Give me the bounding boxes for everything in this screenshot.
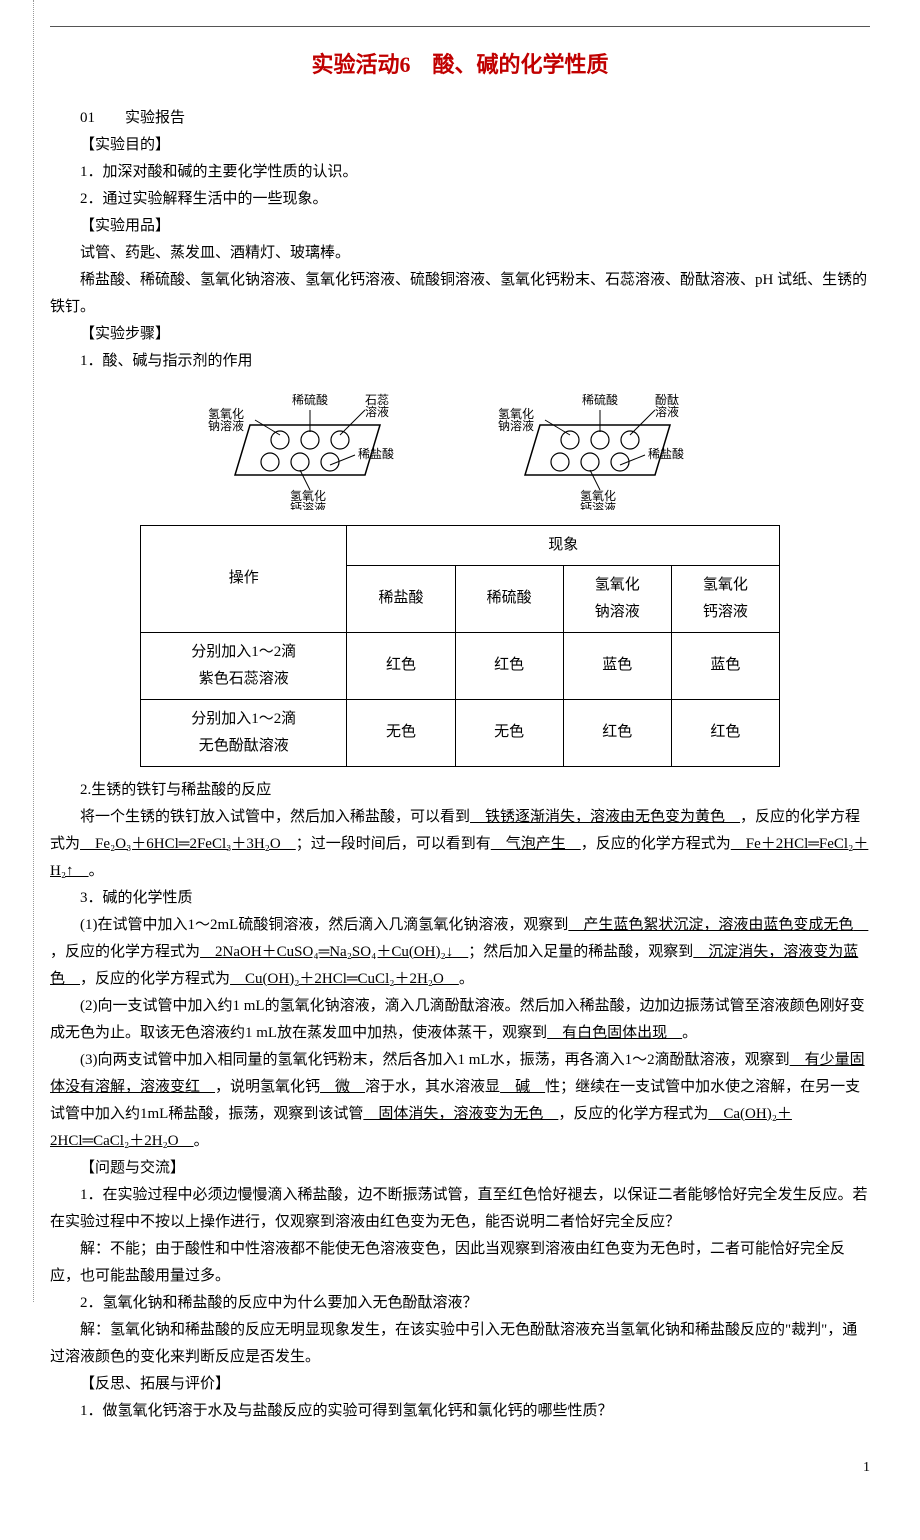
table-row: 分别加入1～2滴无色酚酞溶液 无色 无色 红色 红色 (141, 699, 780, 766)
step-3-title: 3．碱的化学性质 (50, 885, 870, 912)
supplies-line-2: 稀盐酸、稀硫酸、氢氧化钠溶液、氢氧化钙溶液、硫酸铜溶液、氢氧化钙粉末、石蕊溶液、… (50, 267, 870, 321)
s31-t4: ，反应的化学方程式为 (80, 971, 230, 987)
label-naoh-right: 氢氧化钠溶液 (498, 406, 534, 433)
cell-0-2: 红色 (455, 632, 563, 699)
s31-t1: (1)在试管中加入1～2mL硫酸铜溶液，然后滴入几滴氢氧化钠溶液，观察到 (80, 917, 568, 933)
page-number: 1 (50, 1455, 870, 1480)
label-caoh-right: 氢氧化钙溶液 (580, 488, 616, 510)
s2-u3: 气泡产生 (491, 836, 581, 852)
th-operation: 操作 (141, 525, 347, 632)
question-1: 1．在实验过程中必须边慢慢滴入稀盐酸，边不断振荡试管，直至红色恰好褪去，以保证二… (50, 1182, 870, 1236)
s32-t2: 。 (682, 1025, 697, 1041)
cell-1-1: 无色 (347, 699, 455, 766)
s31-u4: Cu(OH)₂＋2HCl═CuCl₂＋2H₂O (230, 971, 459, 987)
s32-t1: (2)向一支试管中加入约1 mL的氢氧化钠溶液，滴入几滴酚酞溶液。然后加入稀盐酸… (50, 998, 865, 1041)
reflect-title: 【反思、拓展与评价】 (50, 1371, 870, 1398)
report-header: 01 实验报告 (50, 105, 870, 132)
cell-op-0: 分别加入1～2滴紫色石蕊溶液 (141, 632, 347, 699)
supplies-title: 【实验用品】 (50, 213, 870, 240)
cell-0-4: 蓝色 (671, 632, 779, 699)
th-col1: 稀盐酸 (347, 565, 455, 632)
label-caoh-left: 氢氧化钙溶液 (290, 488, 326, 510)
purpose-item-1: 1．加深对酸和碱的主要化学性质的认识。 (50, 159, 870, 186)
purpose-item-2: 2．通过实验解释生活中的一些现象。 (50, 186, 870, 213)
s33-t5: ，反应的化学方程式为 (558, 1106, 708, 1122)
s33-t2: ，说明氢氧化钙 (215, 1079, 320, 1095)
s2-u2: Fe₂O₃＋6HCl═2FeCl₃＋3H₂O (80, 836, 296, 852)
s33-u4: 固体消失，溶液变为无色 (363, 1106, 558, 1122)
label-litmus-left: 石蕊溶液 (365, 393, 389, 419)
step-3-2: (2)向一支试管中加入约1 mL的氢氧化钠溶液，滴入几滴酚酞溶液。然后加入稀盐酸… (50, 993, 870, 1047)
table-row: 分别加入1～2滴紫色石蕊溶液 红色 红色 蓝色 蓝色 (141, 632, 780, 699)
label-h2so4-left: 稀硫酸 (292, 392, 328, 407)
th-col2: 稀硫酸 (455, 565, 563, 632)
step-3-1: (1)在试管中加入1～2mL硫酸铜溶液，然后滴入几滴氢氧化钠溶液，观察到 产生蓝… (50, 912, 870, 993)
top-border-line (50, 26, 870, 27)
s31-t2: ，反应的化学方程式为 (50, 944, 200, 960)
well-plate-diagrams: 氢氧化钠溶液 稀硫酸 石蕊溶液 稀盐酸 氢氧化钙溶液 氢氧化钠溶液 稀硫酸 酚酞… (50, 390, 870, 510)
s31-u1: 产生蓝色絮状沉淀，溶液由蓝色变成无色 (568, 917, 868, 933)
label-hcl-right: 稀盐酸 (648, 446, 684, 461)
s32-u1: 有白色固体出现 (547, 1025, 682, 1041)
step-1-title: 1．酸、碱与指示剂的作用 (50, 348, 870, 375)
label-h2so4-right: 稀硫酸 (582, 392, 618, 407)
supplies-line-1: 试管、药匙、蒸发皿、酒精灯、玻璃棒。 (50, 240, 870, 267)
s2-t3: ；过一段时间后，可以看到有 (296, 836, 491, 852)
s2-u1: 铁锈逐渐消失，溶液由无色变为黄色 (470, 809, 740, 825)
th-phenomenon: 现象 (347, 525, 780, 565)
margin-dotted-line (33, 0, 34, 1302)
cell-op-1: 分别加入1～2滴无色酚酞溶液 (141, 699, 347, 766)
label-hcl-left: 稀盐酸 (358, 446, 394, 461)
s2-t5: 。 (89, 863, 104, 879)
s31-t5: 。 (459, 971, 474, 987)
cell-1-2: 无色 (455, 699, 563, 766)
supplies-line-2-text: 稀盐酸、稀硫酸、氢氧化钠溶液、氢氧化钙溶液、硫酸铜溶液、氢氧化钙粉末、石蕊溶液、… (50, 272, 867, 315)
cell-1-3: 红色 (563, 699, 671, 766)
answer-1: 解：不能；由于酸性和中性溶液都不能使无色溶液变色，因此当观察到溶液由红色变为无色… (50, 1236, 870, 1290)
s33-t1: (3)向两支试管中加入相同量的氢氧化钙粉末，然后各加入1 mL水，振荡，再各滴入… (80, 1052, 790, 1068)
well-plate-left: 氢氧化钠溶液 稀硫酸 石蕊溶液 稀盐酸 氢氧化钙溶液 (200, 390, 430, 510)
label-phenol-right: 酚酞溶液 (655, 392, 679, 419)
purpose-title: 【实验目的】 (50, 132, 870, 159)
s2-t1: 将一个生锈的铁钉放入试管中，然后加入稀盐酸，可以看到 (80, 809, 470, 825)
step-2-body: 将一个生锈的铁钉放入试管中，然后加入稀盐酸，可以看到 铁锈逐渐消失，溶液由无色变… (50, 804, 870, 885)
reflect-1: 1．做氢氧化钙溶于水及与盐酸反应的实验可得到氢氧化钙和氯化钙的哪些性质？ (50, 1398, 870, 1425)
label-naoh-left: 氢氧化钠溶液 (208, 406, 244, 433)
s33-u2: 微 (320, 1079, 365, 1095)
cell-0-1: 红色 (347, 632, 455, 699)
cell-1-4: 红色 (671, 699, 779, 766)
th-col4: 氢氧化钙溶液 (671, 565, 779, 632)
s31-u2: 2NaOH＋CuSO₄═Na₂SO₄＋Cu(OH)₂↓ (200, 944, 468, 960)
answer-2: 解：氢氧化钠和稀盐酸的反应无明显现象发生，在该实验中引入无色酚酞溶液充当氢氧化钠… (50, 1317, 870, 1371)
questions-title: 【问题与交流】 (50, 1155, 870, 1182)
s33-u3: 碱 (500, 1079, 545, 1095)
table-header-row-1: 操作 现象 (141, 525, 780, 565)
s31-t3: ；然后加入足量的稀盐酸，观察到 (468, 944, 693, 960)
cell-0-3: 蓝色 (563, 632, 671, 699)
s2-t4: ，反应的化学方程式为 (581, 836, 731, 852)
indicator-table: 操作 现象 稀盐酸 稀硫酸 氢氧化钠溶液 氢氧化钙溶液 分别加入1～2滴紫色石蕊… (140, 525, 780, 767)
question-2: 2．氢氧化钠和稀盐酸的反应中为什么要加入无色酚酞溶液？ (50, 1290, 870, 1317)
step-2-title: 2.生锈的铁钉与稀盐酸的反应 (50, 777, 870, 804)
s33-t3: 溶于水，其水溶液显 (365, 1079, 500, 1095)
well-plate-right: 氢氧化钠溶液 稀硫酸 酚酞溶液 稀盐酸 氢氧化钙溶液 (490, 390, 720, 510)
steps-title: 【实验步骤】 (50, 321, 870, 348)
step-3-3: (3)向两支试管中加入相同量的氢氧化钙粉末，然后各加入1 mL水，振荡，再各滴入… (50, 1047, 870, 1155)
th-col3: 氢氧化钠溶液 (563, 565, 671, 632)
page-title: 实验活动6 酸、碱的化学性质 (50, 45, 870, 85)
s33-t6: 。 (194, 1133, 209, 1149)
